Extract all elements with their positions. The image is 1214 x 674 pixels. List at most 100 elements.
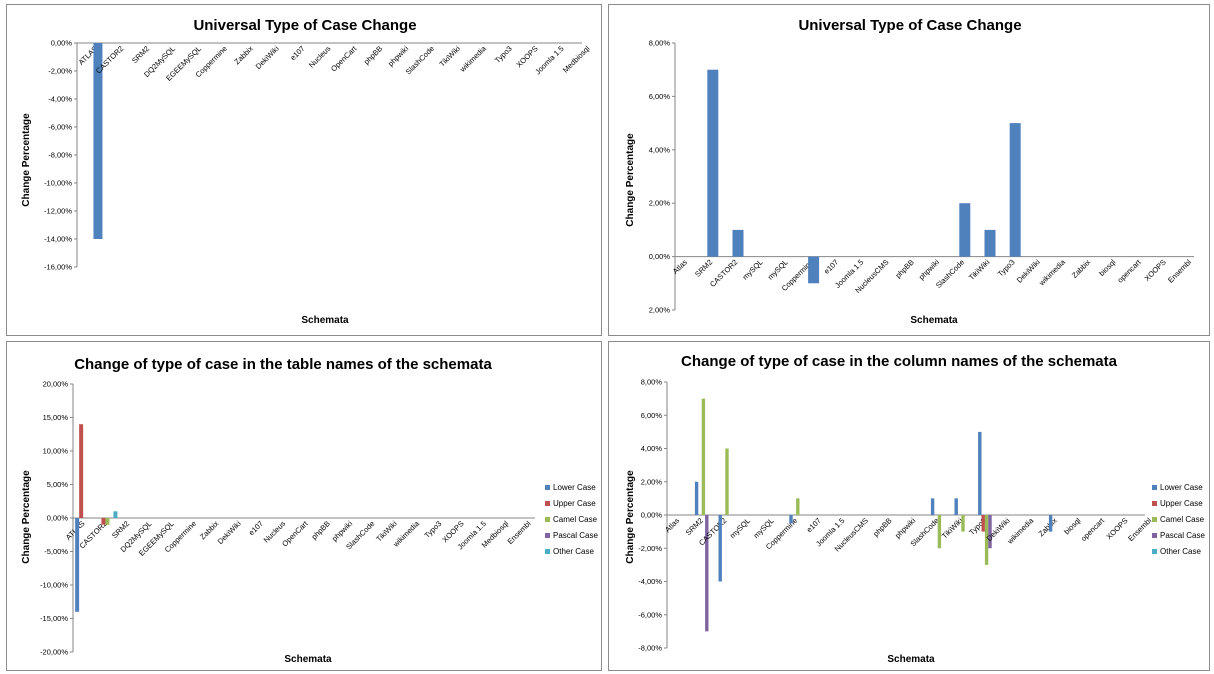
x-tick-label-biosql: biosql: [1097, 257, 1117, 277]
y-tick-label: -5,00%: [44, 547, 68, 556]
y-tick-label: 2,00%: [649, 306, 671, 315]
y-tick-label: -14,00%: [44, 235, 72, 244]
x-tick-label-phpbb: phpBB: [894, 258, 916, 280]
x-tick-label-dekiwiki: DekiWiki: [216, 519, 243, 546]
y-tick-label: -16,00%: [44, 263, 72, 272]
y-tick-label: 4,00%: [641, 444, 663, 453]
legend-swatch-upper-case: [1152, 501, 1157, 506]
y-tick-label: 4,00%: [649, 145, 671, 154]
bar-value-slashcode: [959, 203, 971, 257]
x-axis-label: Schemata: [301, 315, 349, 326]
x-tick-label-phpbb: phpBB: [310, 519, 332, 541]
legend-label-camel-case: Camel Case: [553, 515, 598, 524]
legend-swatch-camel-case: [1152, 517, 1157, 522]
x-tick-label-castor2: CASTOR2: [708, 258, 739, 289]
legend-label-camel-case: Camel Case: [1160, 515, 1205, 524]
legend-swatch-camel-case: [545, 517, 550, 522]
legend-swatch-lower-case: [1152, 485, 1157, 490]
x-tick-label-ensembl: Ensembl: [506, 519, 533, 546]
y-tick-label: -15,00%: [40, 614, 68, 623]
legend-swatch-lower-case: [545, 485, 550, 490]
chart-panel-column-names-case-change: Change of type of case in the column nam…: [608, 341, 1210, 671]
legend-label-lower-case: Lower Case: [1160, 483, 1203, 492]
x-tick-label-phpbb: phpBB: [362, 44, 384, 66]
y-tick-label: 6,00%: [649, 92, 671, 101]
y-tick-label: -2,00%: [638, 544, 662, 553]
legend-label-pascal-case: Pascal Case: [1160, 531, 1205, 540]
y-axis-label: Change Percentage: [625, 470, 636, 564]
y-axis-label: Change Percentage: [21, 113, 32, 207]
bar-camel-case-slashcode: [937, 515, 942, 549]
x-tick-label-typo3: Typo3: [996, 258, 1017, 279]
bar-camel-case-castor2: [105, 518, 110, 525]
x-tick-label-phpwiki: phpwiki: [386, 44, 410, 68]
x-tick-label-wikimedia: wikimedia: [458, 43, 489, 74]
y-tick-label: 15,00%: [43, 413, 69, 422]
bar-lower-case-slashcode: [930, 498, 935, 515]
legend-swatch-other-case: [545, 549, 550, 554]
bar-value-castor2: [732, 229, 744, 257]
x-tick-label-phpbb: phpBB: [871, 516, 893, 538]
x-tick-label-mysql: mySQL: [741, 258, 765, 282]
bar-value-atlas: [93, 43, 103, 239]
y-tick-label: -2,00%: [48, 67, 72, 76]
bar-lower-case-coppermine: [789, 515, 793, 524]
x-tick-label-tikiwiki: TikiWiki: [940, 516, 965, 541]
x-tick-label-opencart: OpenCart: [329, 43, 359, 73]
x-tick-label-xoops: XOOPS: [1143, 258, 1168, 283]
x-tick-label-e107: e107: [247, 519, 265, 537]
x-tick-label-xoops: XOOPS: [514, 44, 539, 69]
x-tick-label-opencart: opencart: [1116, 257, 1144, 285]
y-tick-label: -10,00%: [44, 179, 72, 188]
bar-camel-case-castor2: [725, 448, 729, 515]
chart-panel-universal-case-change-2: Universal Type of Case Change Change Per…: [608, 4, 1210, 336]
y-tick-label: 20,00%: [43, 380, 69, 389]
legend-label-other-case: Other Case: [1160, 547, 1201, 556]
chart-title: Change of type of case in the column nam…: [681, 353, 1118, 370]
x-tick-label-phpwiki: phpwiki: [917, 257, 941, 281]
x-tick-label-zabbix: Zabbix: [1037, 516, 1059, 538]
legend-label-other-case: Other Case: [553, 547, 594, 556]
bar-pascal-case-typo3: [988, 515, 992, 549]
bar-lower-case-zabbix: [1048, 515, 1053, 532]
x-tick-label-atlas: Atlas: [671, 257, 689, 275]
chart-title: Universal Type of Case Change: [798, 17, 1021, 34]
y-tick-label: 2,00%: [641, 477, 663, 486]
bar-upper-case-atlas: [79, 424, 84, 518]
x-tick-label-e107: e107: [288, 44, 306, 62]
bar-value-tikiwiki: [984, 229, 996, 257]
legend-swatch-upper-case: [545, 501, 550, 506]
y-tick-label: 0,00%: [47, 514, 69, 523]
bar-camel-case-coppermine: [796, 498, 800, 515]
x-tick-label-nucleus: Nucleus: [307, 44, 333, 70]
x-tick-label-e107: e107: [822, 258, 840, 276]
x-tick-label-opencart: opencart: [1079, 515, 1107, 543]
legend-swatch-other-case: [1152, 549, 1157, 554]
y-tick-label: -10,00%: [40, 581, 68, 590]
y-tick-label: 0,00%: [649, 252, 671, 261]
y-tick-label: -8,00%: [638, 644, 662, 653]
bar-upper-case-castor2: [101, 518, 106, 525]
y-tick-label: -6,00%: [48, 123, 72, 132]
x-tick-label-atlas: Atlas: [663, 516, 681, 534]
y-tick-label: 2,00%: [649, 199, 671, 208]
y-tick-label: -6,00%: [638, 610, 662, 619]
x-axis-label: Schemata: [910, 315, 958, 326]
x-axis-label: Schemata: [284, 654, 332, 665]
legend-label-lower-case: Lower Case: [553, 483, 596, 492]
legend-label-upper-case: Upper Case: [553, 499, 596, 508]
y-axis-label: Change Percentage: [625, 133, 636, 227]
x-tick-label-zabbix: Zabbix: [1070, 257, 1092, 279]
x-tick-label-wikimedia: wikimedia: [1037, 257, 1068, 288]
x-tick-label-wikimedia: wikimedia: [1005, 515, 1036, 546]
x-tick-label-e107: e107: [805, 516, 823, 534]
y-tick-label: 8,00%: [649, 39, 671, 48]
chart-svg: Change of type of case in the table name…: [21, 356, 598, 665]
bar-lower-case-srm2: [694, 481, 699, 515]
chart-title: Universal Type of Case Change: [193, 17, 416, 34]
y-tick-label: -20,00%: [40, 648, 68, 657]
y-tick-label: 0,00%: [51, 39, 73, 48]
y-tick-label: -8,00%: [48, 151, 72, 160]
chart-svg: Universal Type of Case Change Change Per…: [21, 17, 592, 326]
legend-label-pascal-case: Pascal Case: [553, 531, 598, 540]
